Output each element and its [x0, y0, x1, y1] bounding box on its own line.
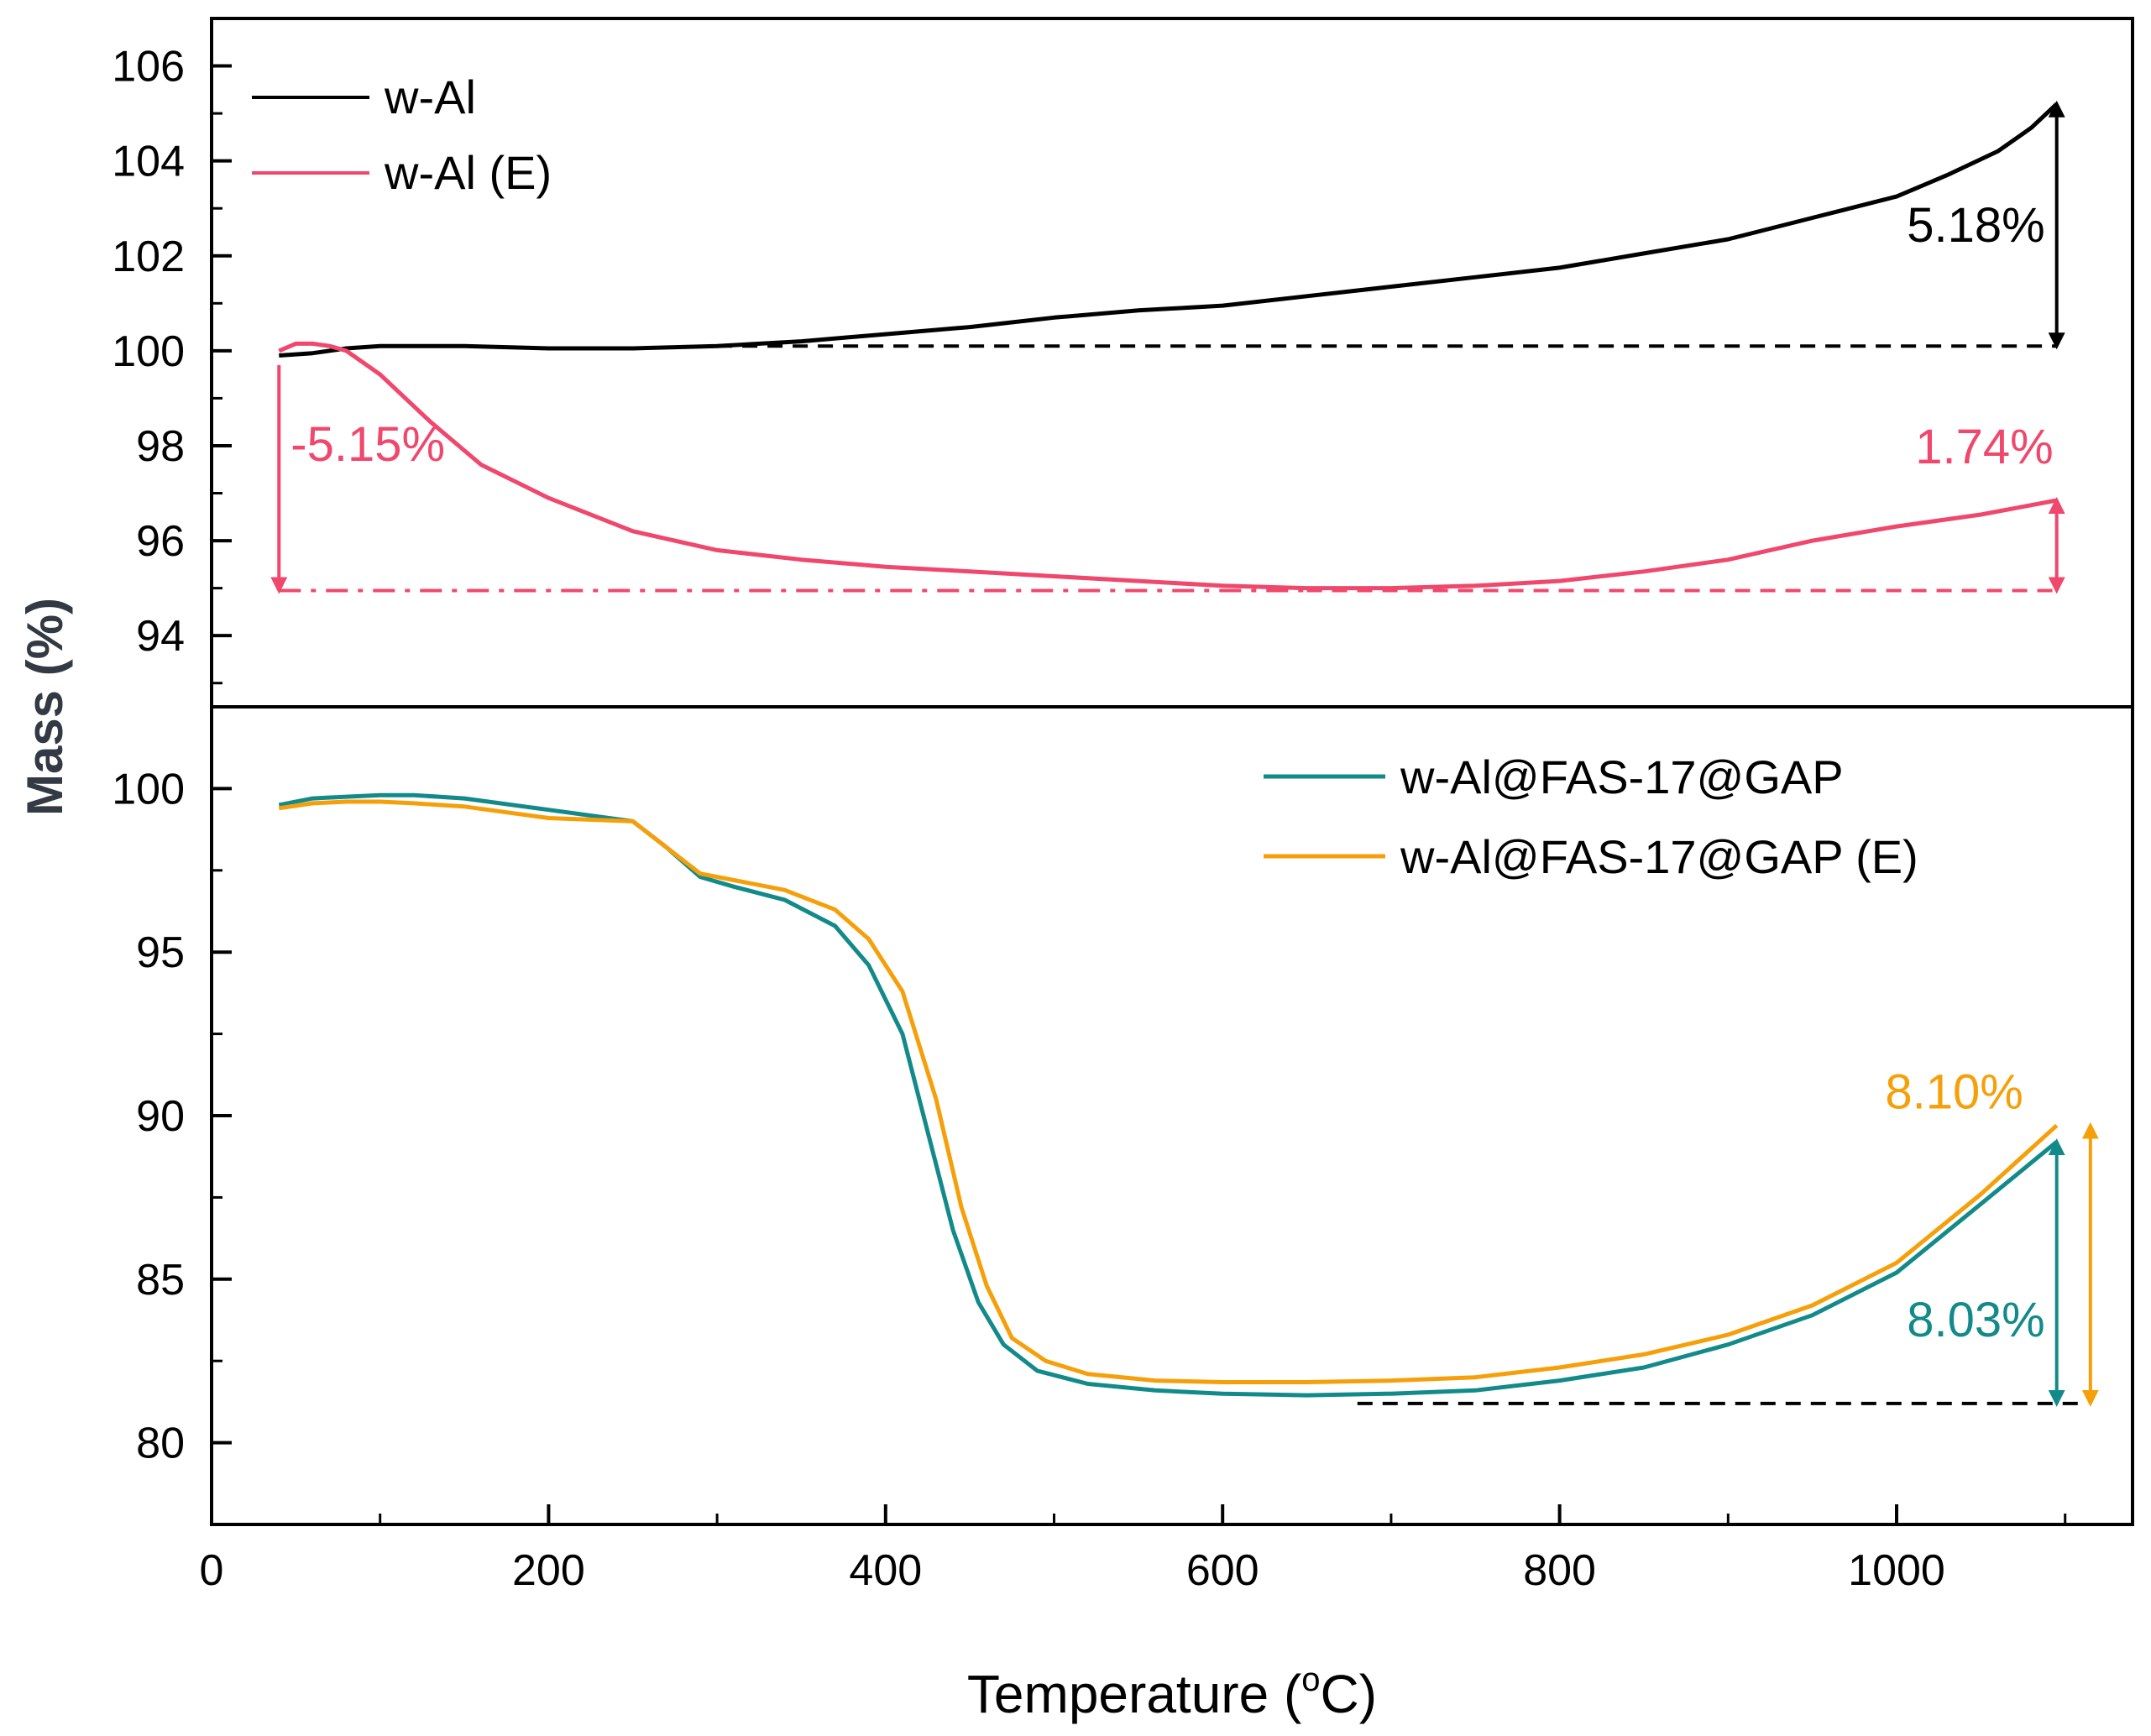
x-axis: 0 200 400 600 800 1000 [200, 1504, 2067, 1595]
x-tick-label: 400 [849, 1546, 922, 1595]
legend-label-w-al-e: w-Al (E) [384, 146, 552, 199]
series-line-w-al [279, 102, 2059, 358]
y-tick-label: 100 [112, 765, 185, 813]
x-tick-label: 200 [512, 1546, 585, 1595]
y-tick-label: 98 [136, 422, 185, 471]
x-axis-title-degree: o [1301, 1661, 1320, 1698]
x-axis-title-main: Temperature ( [967, 1664, 1301, 1724]
y-tick-label: 80 [136, 1420, 185, 1468]
y-tick-label: 90 [136, 1092, 185, 1141]
bottom-legend: w-Al@FAS-17@GAP w-Al@FAS-17@GAP (E) [1264, 750, 1918, 883]
x-tick-label: 1000 [1848, 1546, 1945, 1595]
annotation-label-8-03: 8.03% [1907, 1293, 2044, 1347]
legend-label-w-al: w-Al [384, 71, 476, 123]
x-tick-label: 800 [1523, 1546, 1596, 1595]
series-lines [278, 102, 2059, 1398]
y-tick-label: 100 [112, 327, 185, 376]
top-legend: w-Al w-Al (E) [252, 71, 552, 199]
y-tick-label: 104 [112, 138, 185, 186]
annotations: 5.18% -5.15% 1.74% 8.10% 8.03% [270, 100, 2099, 1407]
series-line-w-al-fas-17-gap-e [278, 799, 2059, 1384]
y-tick-label: 94 [136, 612, 185, 661]
x-tick-label: 0 [200, 1546, 224, 1595]
bottom-y-axis: 80 85 90 95 100 [112, 765, 232, 1468]
series-line-w-al-fas-17-gap [278, 792, 2059, 1398]
y-tick-label: 85 [136, 1256, 185, 1305]
y-tick-label: 96 [136, 517, 185, 566]
x-axis-title: Temperature (oC) [967, 1661, 1377, 1724]
y-tick-label: 106 [112, 43, 185, 92]
x-axis-title-unit: C) [1321, 1664, 1378, 1724]
annotation-label-5-18: 5.18% [1907, 198, 2044, 253]
annotation-label-1-74: 1.74% [1915, 420, 2053, 474]
legend-label-gap-e: w-Al@FAS-17@GAP (E) [1400, 830, 1918, 883]
reference-lines [279, 344, 2082, 1405]
y-tick-label: 95 [136, 928, 185, 977]
y-axis-title: Mass (%) [17, 598, 73, 816]
annotation-label-8-10: 8.10% [1885, 1065, 2023, 1120]
annotation-label-5-15: -5.15% [290, 417, 445, 472]
top-y-axis: 94 96 98 100 102 104 106 [112, 43, 232, 685]
series-line-w-al-e [278, 341, 2058, 591]
legend-label-gap: w-Al@FAS-17@GAP [1400, 750, 1844, 803]
x-tick-label: 600 [1186, 1546, 1259, 1595]
y-tick-label: 102 [112, 233, 185, 281]
